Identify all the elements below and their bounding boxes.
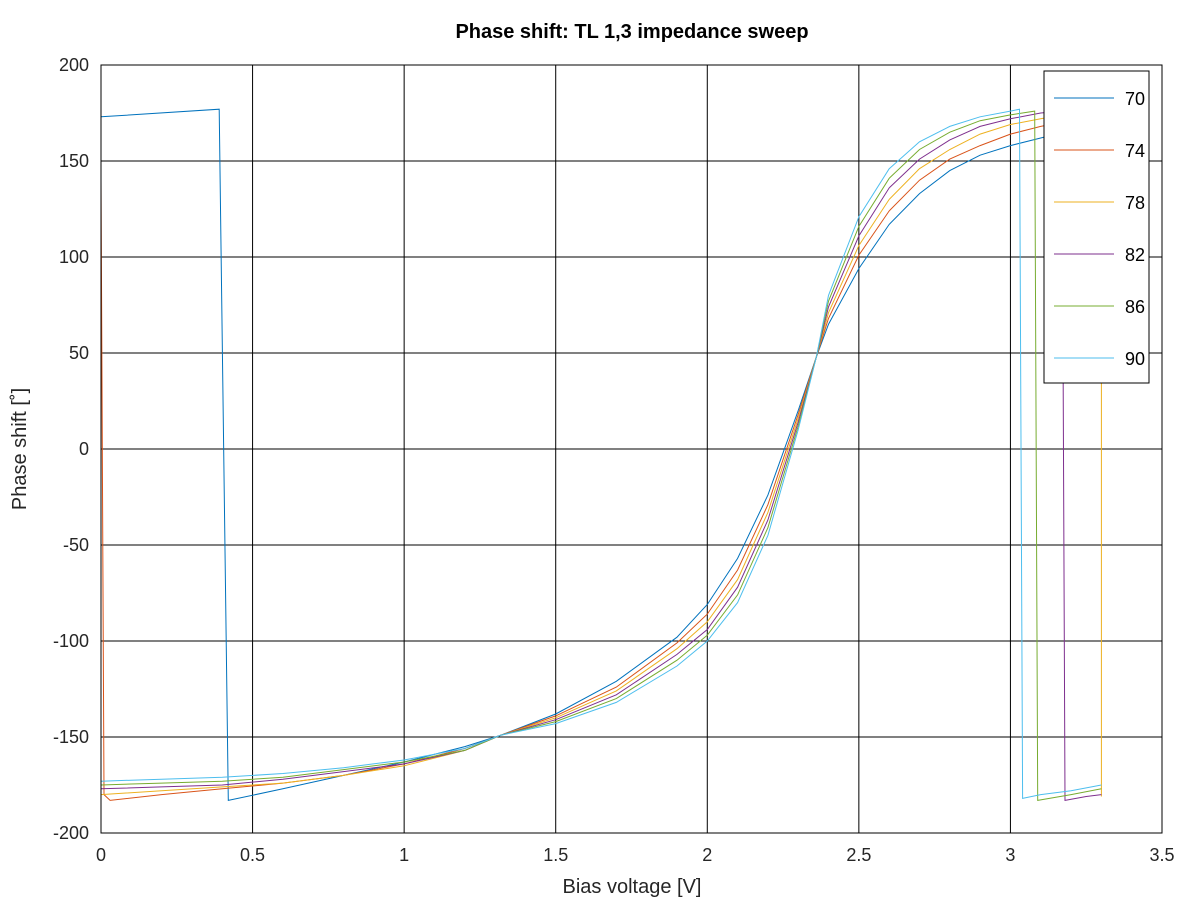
y-tick-label: 150	[59, 151, 89, 171]
x-tick-label: 1.5	[543, 845, 568, 865]
legend-label-82: 82	[1125, 245, 1145, 265]
plot-frame	[100, 64, 1163, 834]
x-tick-label: 3.5	[1149, 845, 1174, 865]
legend: 70 74 78 82 86 90	[1043, 70, 1150, 384]
x-tick-label: 0.5	[240, 845, 265, 865]
x-tick-label: 3	[1005, 845, 1015, 865]
x-tick-label: 2	[702, 845, 712, 865]
y-tick-label: -50	[63, 535, 89, 555]
legend-box	[1043, 70, 1150, 384]
legend-label-78: 78	[1125, 193, 1145, 213]
chart-title: Phase shift: TL 1,3 impedance sweep	[455, 21, 808, 43]
y-tick-label: -150	[53, 727, 89, 747]
series-line-86	[101, 110, 1102, 801]
x-tick-label: 1	[399, 845, 409, 865]
axis-ticks: 0 0.5 1 1.5 2 2.5 3 3.5 200 150 100 50 0 -50 -100 -150 -…	[53, 55, 1175, 865]
y-tick-label: -200	[53, 823, 89, 843]
series-line-78	[101, 108, 1102, 797]
y-tick-label: 0	[79, 439, 89, 459]
y-tick-label: 200	[59, 55, 89, 75]
legend-label-90: 90	[1125, 349, 1145, 369]
x-tick-label: 2.5	[846, 845, 871, 865]
y-tick-label: -100	[53, 631, 89, 651]
y-tick-label: 50	[69, 343, 89, 363]
legend-label-74: 74	[1125, 141, 1145, 161]
y-tick-label: 100	[59, 247, 89, 267]
legend-label-70: 70	[1125, 89, 1145, 109]
legend-label-86: 86	[1125, 297, 1145, 317]
series-line-90	[101, 108, 1102, 800]
y-axis-label: Phase shift [˚]	[9, 388, 31, 510]
x-axis-label: Bias voltage [V]	[563, 876, 702, 898]
series-line-74	[101, 114, 1102, 801]
x-tick-label: 0	[96, 845, 106, 865]
series-lines	[101, 108, 1102, 802]
series-line-82	[101, 110, 1102, 801]
